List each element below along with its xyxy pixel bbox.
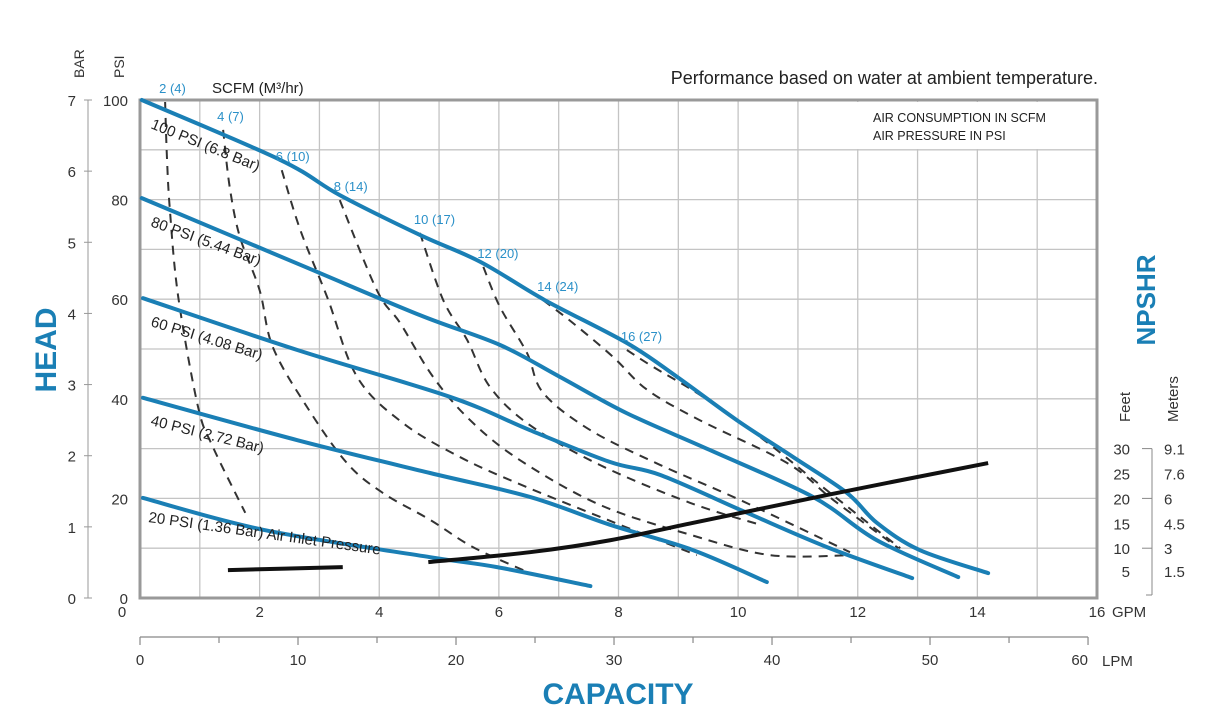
meters-label: Meters: [1165, 376, 1182, 422]
npshr-meters-label: 9.1: [1164, 442, 1185, 459]
gpm-tick-label: 16: [1089, 604, 1106, 621]
npshr-feet-label: 25: [1113, 467, 1130, 484]
gpm-tick-label: 10: [730, 604, 747, 621]
air-consumption-curve: [222, 129, 531, 575]
psi-tick-label: 20: [111, 491, 128, 508]
npshr-feet-label: 5: [1122, 564, 1130, 581]
grid: [140, 100, 1097, 598]
psi-tick-label: 40: [111, 392, 128, 409]
npshr-meters-label: 1.5: [1164, 564, 1185, 581]
air-consumption-label: 10 (17): [414, 212, 455, 227]
npshr-meters-label: 4.5: [1164, 516, 1185, 533]
bar-tick-label: 1: [68, 520, 76, 537]
air-consumption-curves: [164, 101, 901, 575]
bar-tick-label: 4: [68, 306, 76, 323]
lpm-tick-label: 0: [136, 652, 144, 669]
lpm-tick-label: 40: [764, 652, 781, 669]
gpm-unit: GPM: [1112, 604, 1146, 621]
npshr-meters-label: 7.6: [1164, 467, 1185, 484]
air-consumption-label: 2 (4): [159, 81, 186, 96]
npshr-curve-segment: [428, 461, 989, 565]
air-consumption-label: 6 (10): [276, 149, 310, 164]
lpm-unit: LPM: [1102, 653, 1133, 670]
note-air-pressure: AIR PRESSURE IN PSI: [873, 129, 1006, 143]
lpm-tick-label: 30: [606, 652, 623, 669]
psi-tick-label: 80: [111, 193, 128, 210]
air-consumption-label: 16 (27): [621, 329, 662, 344]
lpm-tick-label: 20: [448, 652, 465, 669]
npshr-feet-label: 10: [1113, 541, 1130, 558]
bar-tick-label: 3: [68, 378, 76, 395]
bar-tick-label: 6: [68, 164, 76, 181]
npshr-curve-segment: [227, 565, 343, 573]
npshr-meters-label: 6: [1164, 491, 1172, 508]
air-consumption-curve: [542, 299, 900, 550]
air-consumption-label: 14 (24): [537, 279, 578, 294]
bar-tick-label: 7: [68, 93, 76, 110]
air-consumption-label: 8 (14): [334, 179, 368, 194]
lpm-tick-label: 50: [922, 652, 939, 669]
chart-title: Performance based on water at ambient te…: [671, 68, 1098, 88]
x-axis-title: CAPACITY: [542, 678, 693, 711]
air-consumption-label: 12 (20): [477, 246, 518, 261]
note-air-consumption: AIR CONSUMPTION IN SCFM: [873, 111, 1046, 125]
npshr-feet-label: 30: [1113, 442, 1130, 459]
npshr-feet-label: 20: [1113, 491, 1130, 508]
npshr-feet-label: 15: [1113, 516, 1130, 533]
pressure-curve: [140, 495, 593, 589]
psi-tick-label: 60: [111, 292, 128, 309]
lpm-tick-label: 60: [1071, 652, 1088, 669]
scfm-header: SCFM (M³/hr): [212, 80, 304, 97]
note-box-background: [800, 102, 1095, 149]
feet-label: Feet: [1117, 391, 1134, 422]
air-consumption-curve: [164, 101, 247, 514]
gpm-tick-label: 4: [375, 604, 383, 621]
gpm-tick-label: 12: [849, 604, 866, 621]
gpm-tick-label: 0: [118, 604, 126, 621]
psi-axis-unit: PSI: [111, 55, 127, 78]
gpm-tick-label: 2: [255, 604, 263, 621]
bar-tick-label: 0: [68, 591, 76, 608]
air-consumption-curve: [338, 199, 850, 558]
air-consumption-curve: [482, 266, 851, 554]
plot-border: [138, 98, 1099, 600]
npshr-meters-label: 3: [1164, 541, 1172, 558]
pressure-curves: [139, 98, 991, 589]
npshr-curve: [227, 461, 989, 573]
air-consumption-label: 4 (7): [217, 109, 244, 124]
pressure-curve: [140, 296, 915, 581]
npshr-title: NPSHR: [1131, 254, 1161, 345]
y-axis-title: HEAD: [30, 307, 63, 392]
bar-tick-label: 5: [68, 235, 76, 252]
gpm-tick-label: 6: [495, 604, 503, 621]
pressure-curve: [139, 98, 991, 576]
psi-tick-label: 0: [120, 591, 128, 608]
gpm-tick-label: 14: [969, 604, 986, 621]
pressure-curve: [139, 196, 961, 580]
bar-axis-unit: BAR: [71, 49, 87, 78]
pressure-curve: [140, 395, 769, 585]
bar-tick-label: 2: [68, 449, 76, 466]
psi-tick-label: 100: [103, 93, 128, 110]
lpm-tick-label: 10: [290, 652, 307, 669]
pressure-curve-label: 40 PSI (2.72 Bar): [149, 412, 266, 457]
pressure-curve-label: 20 PSI (1.36 Bar) Air Inlet Pressure: [147, 509, 381, 558]
axes: 0 2 4 6 8 10 12 14 160 10 20 30 40 50 6002040608010001…: [68, 93, 1185, 669]
gpm-tick-label: 8: [614, 604, 622, 621]
